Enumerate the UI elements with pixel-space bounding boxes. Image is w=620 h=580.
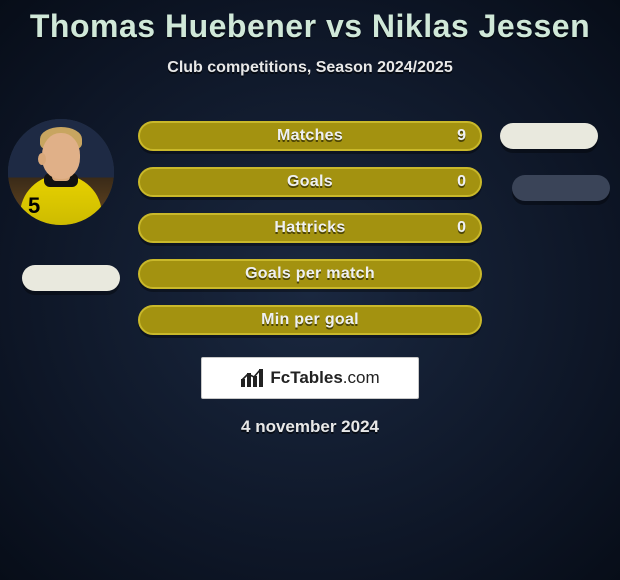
date-text: 4 november 2024 — [0, 417, 620, 437]
stat-label: Matches — [140, 123, 480, 149]
stat-label: Hattricks — [140, 215, 480, 241]
stat-label: Goals per match — [140, 261, 480, 287]
stat-label: Goals — [140, 169, 480, 195]
stat-row-goals: Goals 0 — [138, 167, 482, 197]
stat-row-goals-per-match: Goals per match — [138, 259, 482, 289]
brand-text: FcTables — [270, 368, 342, 387]
stat-label: Min per goal — [140, 307, 480, 333]
avatar-ear — [38, 153, 46, 165]
pill-left — [22, 265, 120, 291]
avatar-head — [42, 133, 80, 179]
stat-value: 0 — [457, 169, 466, 195]
brand-suffix: .com — [343, 368, 380, 387]
brand-name: FcTables.com — [270, 368, 379, 388]
stat-row-hattricks: Hattricks 0 — [138, 213, 482, 243]
page-title: Thomas Huebener vs Niklas Jessen — [0, 0, 620, 45]
stats-rows: Matches 9 Goals 0 Hattricks 0 Goals per … — [138, 121, 482, 351]
brand-bars-icon — [240, 367, 264, 389]
brand-box: FcTables.com — [201, 357, 419, 399]
pill-right-bottom — [512, 175, 610, 201]
comparison-card: Thomas Huebener vs Niklas Jessen Club co… — [0, 0, 620, 580]
stat-value: 9 — [457, 123, 466, 149]
subtitle: Club competitions, Season 2024/2025 — [0, 59, 620, 77]
stat-row-matches: Matches 9 — [138, 121, 482, 151]
jersey-number: 5 — [28, 193, 40, 219]
pill-right-top — [500, 123, 598, 149]
player-left-avatar: 5 — [8, 119, 114, 225]
stat-value: 0 — [457, 215, 466, 241]
stat-row-min-per-goal: Min per goal — [138, 305, 482, 335]
